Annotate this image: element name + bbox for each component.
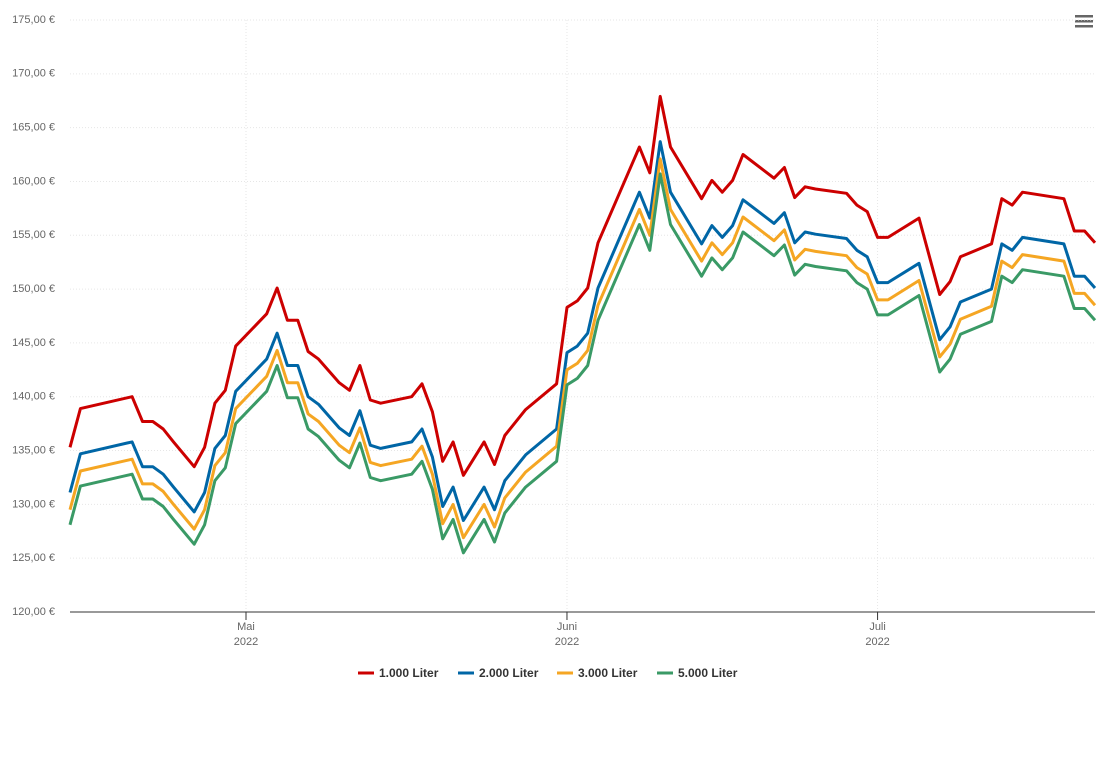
y-tick-label: 135,00 €	[12, 444, 55, 456]
x-tick-year: 2022	[555, 636, 579, 648]
y-tick-label: 145,00 €	[12, 337, 55, 349]
x-tick-year: 2022	[865, 636, 889, 648]
y-tick-label: 170,00 €	[12, 68, 55, 80]
legend-label: 5.000 Liter	[678, 666, 738, 680]
menu-bar	[1075, 25, 1093, 28]
series-line	[68, 172, 1097, 555]
x-tick-label: Juli	[869, 621, 886, 633]
y-tick-label: 130,00 €	[12, 498, 55, 510]
menu-bar	[1075, 20, 1093, 23]
legend-label: 2.000 Liter	[479, 666, 539, 680]
y-tick-label: 165,00 €	[12, 122, 55, 134]
y-tick-label: 125,00 €	[12, 552, 55, 564]
series-line	[68, 94, 1097, 477]
y-tick-label: 175,00 €	[12, 14, 55, 26]
x-tick-year: 2022	[234, 636, 258, 648]
x-tick-label: Mai	[237, 621, 255, 633]
y-tick-label: 160,00 €	[12, 175, 55, 187]
y-tick-label: 140,00 €	[12, 391, 55, 403]
x-tick-label: Juni	[557, 621, 577, 633]
legend-label: 1.000 Liter	[379, 666, 439, 680]
menu-bar	[1075, 15, 1093, 18]
y-tick-label: 150,00 €	[12, 283, 55, 295]
menu-button[interactable]	[1075, 15, 1093, 28]
series-line	[68, 140, 1097, 522]
legend-label: 3.000 Liter	[578, 666, 638, 680]
y-tick-label: 155,00 €	[12, 229, 55, 241]
series-line	[68, 157, 1097, 540]
y-tick-label: 120,00 €	[12, 606, 55, 618]
